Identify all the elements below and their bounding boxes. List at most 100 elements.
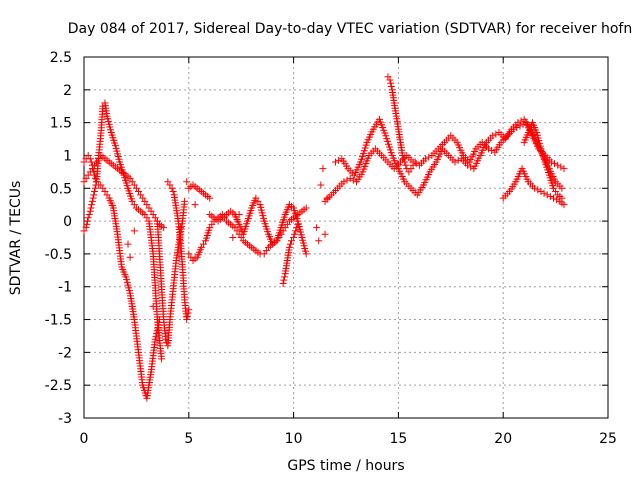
- y-tick-label: -2.5: [45, 378, 72, 394]
- data-point: [90, 191, 98, 199]
- data-point: [560, 165, 568, 173]
- data-point: [292, 227, 300, 235]
- chart-title: Day 084 of 2017, Sidereal Day-to-day VTE…: [68, 21, 632, 37]
- data-point: [184, 309, 192, 317]
- x-tick-label: 0: [80, 431, 89, 447]
- data-point: [285, 243, 293, 251]
- x-tick-label: 25: [599, 431, 617, 447]
- data-point: [206, 194, 214, 202]
- data-point: [543, 191, 551, 199]
- data-point: [302, 204, 310, 212]
- data-point: [185, 306, 193, 314]
- data-point: [293, 224, 301, 232]
- data-point: [183, 178, 191, 186]
- data-point: [92, 181, 100, 189]
- data-point: [86, 207, 94, 215]
- x-axis-label: GPS time / hours: [287, 458, 404, 474]
- data-point: [319, 165, 327, 173]
- data-point: [489, 132, 497, 140]
- y-tick-label: -2: [58, 345, 72, 361]
- data-point: [315, 237, 323, 245]
- data-point: [402, 161, 410, 169]
- data-point: [346, 174, 354, 182]
- data-point: [291, 230, 299, 238]
- y-axis-label: SDTVAR / TECUs: [8, 181, 24, 296]
- data-point: [343, 176, 351, 184]
- data-point: [130, 227, 138, 235]
- data-point: [554, 161, 562, 169]
- data-point: [91, 184, 99, 192]
- data-point: [534, 186, 542, 194]
- data-point: [126, 253, 134, 261]
- data-point: [422, 155, 430, 163]
- data-point: [280, 276, 288, 284]
- data-point: [553, 196, 561, 204]
- y-tick-label: -0.5: [45, 247, 72, 263]
- data-point: [551, 160, 559, 168]
- data-point: [340, 178, 348, 186]
- data-point: [547, 158, 555, 166]
- data-point: [168, 184, 176, 192]
- data-point: [86, 155, 94, 163]
- data-point: [82, 224, 90, 232]
- data-point: [540, 189, 548, 197]
- data-point: [488, 147, 496, 155]
- data-point: [425, 153, 433, 161]
- y-tick-label: -1: [58, 280, 72, 296]
- y-tick-label: 2: [63, 83, 72, 99]
- y-tick-label: -1.5: [45, 313, 72, 329]
- data-point: [302, 250, 310, 258]
- data-point: [85, 211, 93, 219]
- data-point: [401, 158, 409, 166]
- plot-frame: [83, 56, 609, 419]
- data-point: [158, 355, 166, 363]
- data-point: [90, 188, 98, 196]
- data-point: [281, 273, 289, 281]
- data-point: [550, 194, 558, 202]
- data-point: [294, 220, 302, 228]
- x-tick-label: 5: [184, 431, 193, 447]
- data-point: [229, 234, 237, 241]
- data-point: [531, 184, 539, 192]
- data-point: [558, 194, 566, 202]
- y-tick-label: 2.5: [50, 50, 72, 66]
- data-point: [387, 83, 395, 91]
- data-point: [83, 217, 91, 225]
- data-point: [464, 161, 472, 169]
- y-tick-labels: -3 -2.5 -2 -1.5 -1 -0.5 0 0.5 1 1.5 2 2.5: [45, 50, 72, 427]
- y-tick-label: 1.5: [50, 116, 72, 132]
- data-point: [485, 145, 493, 153]
- data-point: [88, 197, 96, 205]
- data-point: [169, 188, 177, 196]
- x-tick-label: 20: [494, 431, 512, 447]
- data-point: [558, 184, 566, 192]
- x-tick-label: 15: [389, 431, 407, 447]
- data-point: [557, 163, 565, 171]
- data-point: [399, 151, 407, 159]
- x-tick-label: 10: [285, 431, 303, 447]
- data-point: [387, 79, 395, 87]
- axis-ticks: [83, 56, 609, 419]
- data-point: [560, 201, 568, 209]
- data-point: [400, 155, 408, 163]
- data-point: [191, 201, 199, 209]
- y-tick-label: 1: [63, 148, 72, 164]
- data-point: [181, 197, 189, 205]
- data-point: [290, 234, 298, 241]
- data-point: [235, 211, 243, 219]
- data-point: [451, 158, 459, 166]
- y-tick-label: -3: [58, 411, 72, 427]
- data-point: [492, 130, 500, 138]
- data-points: [80, 73, 568, 402]
- data-point: [89, 194, 97, 202]
- data-point: [279, 279, 287, 287]
- data-point: [411, 158, 419, 166]
- data-point: [87, 204, 95, 212]
- data-point: [454, 156, 462, 164]
- data-point: [286, 240, 294, 248]
- data-point: [149, 302, 157, 310]
- data-point: [332, 158, 340, 166]
- data-point: [537, 188, 545, 196]
